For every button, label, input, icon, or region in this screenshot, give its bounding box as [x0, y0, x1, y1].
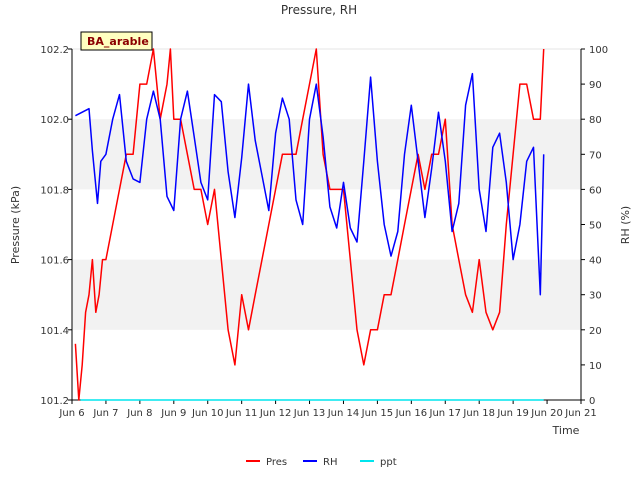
badge-box	[80, 31, 153, 51]
y-tick-label: 101.4	[40, 326, 69, 337]
x-tick-label: Jun 16	[395, 408, 428, 419]
y-tick-label: 101.8	[40, 185, 69, 196]
legend-label: Pres	[266, 457, 287, 468]
x-tick-label: Jun 9	[160, 408, 186, 419]
y2-tick-label: 90	[589, 80, 602, 91]
background-bands	[72, 119, 581, 330]
y-tick-label: 102.2	[40, 45, 69, 56]
x-tick-label: Jun 14	[327, 408, 360, 419]
x-tick-label: Jun 11	[225, 408, 258, 419]
x-tick-label: Jun 12	[259, 408, 292, 419]
series-line-pres	[74, 48, 545, 401]
x-tick-label: Jun 17	[429, 408, 462, 419]
y2-tick-label: 50	[589, 221, 602, 232]
plot-frame	[71, 48, 582, 401]
y2-tick-label: 10	[589, 361, 602, 372]
y2-tick-label: 20	[589, 326, 602, 337]
y-axis-right: 0 10 20 30 40 50 60 70 80 90 100	[580, 45, 608, 407]
x-tick-label: Jun 8	[126, 408, 152, 419]
y-tick-label: 102.0	[40, 115, 69, 126]
x-axis-label: Time	[552, 424, 580, 437]
y2-tick-label: 60	[589, 185, 602, 196]
x-tick-label: Jun 15	[361, 408, 394, 419]
legend-label: RH	[323, 457, 337, 468]
y-axis-left: 101.2 101.4 101.6 101.8 102.0 102.2	[40, 45, 73, 407]
y2-tick-label: 70	[589, 150, 602, 161]
y-tick-label: 101.6	[40, 256, 69, 267]
legend: Pres RH ppt	[246, 457, 397, 468]
badge: BA_arable	[80, 31, 153, 51]
y-axis-label: Pressure (kPa)	[9, 186, 22, 264]
badge-label: BA_arable	[87, 35, 149, 48]
y2-tick-label: 30	[589, 291, 602, 302]
y2-axis-label: RH (%)	[619, 206, 632, 244]
x-tick-label: Jun 7	[92, 408, 118, 419]
x-axis: Jun 6 Jun 7 Jun 8 Jun 9 Jun 10 Jun 11 Jun 12 Ju…	[58, 399, 597, 419]
x-tick-label: Jun 19	[496, 408, 529, 419]
y2-tick-label: 80	[589, 115, 602, 126]
x-tick-label: Jun 13	[293, 408, 326, 419]
legend-label: ppt	[380, 457, 397, 468]
y-tick-label: 101.2	[40, 396, 69, 407]
y2-tick-label: 0	[589, 396, 595, 407]
series-lines	[74, 48, 545, 401]
chart-title: Pressure, RH	[281, 3, 357, 17]
x-tick-label: Jun 6	[58, 408, 84, 419]
y2-tick-label: 100	[589, 45, 608, 56]
series-line-rh	[75, 72, 545, 296]
grid-band	[72, 259, 581, 330]
y2-tick-label: 40	[589, 256, 602, 267]
x-tick-label: Jun 21	[564, 408, 597, 419]
x-tick-label: Jun 20	[530, 408, 563, 419]
x-tick-label: Jun 18	[462, 408, 495, 419]
x-tick-label: Jun 10	[191, 408, 224, 419]
